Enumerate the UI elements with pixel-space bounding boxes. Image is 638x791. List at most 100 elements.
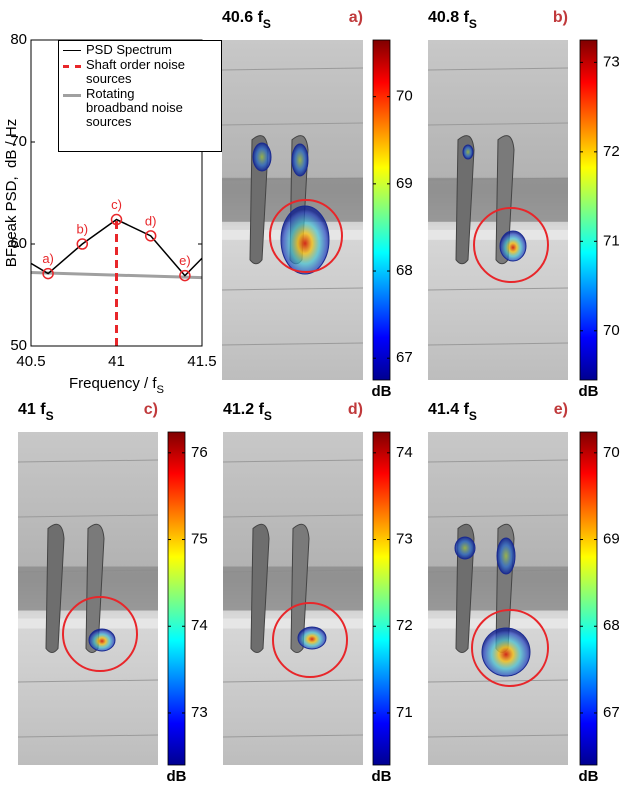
image-texture [427,679,569,683]
colorbar [579,39,598,381]
source-map [499,230,527,262]
legend-box: PSD Spectrum Shaft order noise sources Rot… [58,40,222,152]
colorbar [167,431,186,766]
image-texture [222,514,364,518]
panel-title: 40.8 fS [428,9,477,31]
annotation-marker [42,267,54,280]
y-tick-label: 60 [10,235,27,252]
panel-title: 41.2 fS [223,401,272,423]
colorbar-tick-label: 67 [396,349,413,366]
colorbar-tick-label: 69 [603,531,620,548]
panel-label: c) [144,401,158,418]
image-texture [222,459,364,463]
image-texture [427,734,569,738]
subscript: S [469,17,477,31]
image-panel [17,432,159,765]
colorbar [579,431,598,766]
image-texture [221,342,364,346]
legend-entry: PSD Spectrum [59,43,221,57]
source-map [280,205,330,275]
source-map [481,627,531,677]
image-texture [427,342,569,346]
colorbar-label: dB [167,768,187,785]
blade [455,135,475,265]
colorbar-tick-label: 76 [191,444,208,461]
annotation: d) [145,213,157,228]
highlight-circle [269,199,343,273]
subscript: S [157,384,165,396]
image-texture [221,287,364,291]
colorbar-label: dB [372,383,392,400]
image-texture [17,734,159,738]
colorbar-tick-label: 70 [396,88,413,105]
colorbar-tick-label: 73 [603,53,620,70]
highlight-circle [473,207,549,283]
colorbar-tick-label: 73 [191,704,208,721]
legend-label: PSD Spectrum [86,42,172,57]
legend-label: Rotating broadband noise sources [86,86,183,129]
image-texture [427,514,569,518]
image-panel [221,40,364,380]
image-texture [17,459,159,463]
colorbar-tick-label: 74 [191,617,208,634]
annotation: e) [179,253,191,268]
legend-entry: Shaft order noise sources [59,58,221,86]
annotation: a) [42,251,54,266]
subscript: S [46,409,54,423]
colorbar-tick-label: 71 [396,704,413,721]
image-texture [427,459,569,463]
subscript: S [264,409,272,423]
colorbar-tick-label: 75 [191,531,208,548]
annotation-marker [179,269,191,282]
image-texture [221,122,364,126]
panel-label: a) [349,9,363,26]
series-line [30,218,203,277]
image-panel [222,432,364,765]
blade [250,523,270,654]
colorbar [372,39,391,381]
y-tick-label: 80 [10,31,27,48]
image-texture [222,734,364,738]
panel-label: d) [348,401,363,418]
y-axis-label: BFpeak PSD, dB / Hz [3,119,20,267]
image-panel [427,432,569,765]
annotation-marker [144,230,157,242]
panel-title: 40.6 fS [222,9,271,31]
source-map [462,144,474,160]
subscript: S [263,17,271,31]
colorbar-label: dB [579,383,599,400]
image-texture [17,679,159,683]
blade [290,523,310,654]
image-texture [17,514,159,518]
source-map [297,626,327,650]
colorbar-tick-label: 70 [603,444,620,461]
source-map [454,536,476,560]
x-tick-label: 40.5 [16,353,45,370]
image-texture [427,287,569,291]
image-texture [222,679,364,683]
colorbar-tick-label: 67 [603,704,620,721]
panel-label: b) [553,9,568,26]
image-texture [221,67,364,71]
colorbar-tick-label: 69 [396,175,413,192]
colorbar [372,431,391,766]
image-panel [427,40,569,380]
colorbar-tick-label: 68 [603,617,620,634]
panel-label: e) [554,401,568,418]
legend-swatch [63,94,81,97]
source-map [252,142,272,172]
blade [45,523,65,654]
source-map [496,537,516,575]
legend-entry: Rotating broadband noise sources [59,87,221,129]
panel-title: 41.4 fS [428,401,477,423]
image-texture [427,122,569,126]
colorbar-tick-label: 71 [603,232,620,249]
legend-swatch [63,50,81,51]
colorbar-tick-label: 74 [396,444,413,461]
highlight-circle [272,602,348,678]
image-texture [427,67,569,71]
colorbar-label: dB [579,768,599,785]
source-map [291,143,309,177]
annotation: c) [111,197,122,212]
